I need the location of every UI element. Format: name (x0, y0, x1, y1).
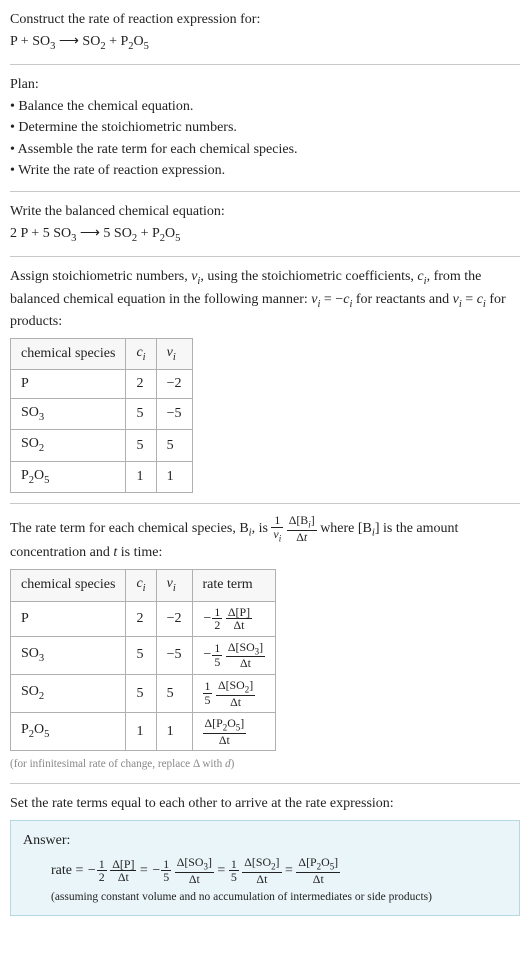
answer-label: Answer: (23, 831, 507, 851)
divider (10, 503, 520, 504)
rate-term-table: chemical species ci νi rate term P 2 −2 … (10, 569, 276, 751)
col-species: chemical species (11, 338, 126, 369)
table-row: SO3 5 −5 (11, 398, 193, 429)
plan-item: • Balance the chemical equation. (10, 97, 520, 117)
table-row: P2O5 1 1 (11, 461, 193, 492)
divider (10, 256, 520, 257)
prompt-line: Construct the rate of reaction expressio… (10, 10, 520, 30)
species-P2O5: P2O5 (120, 34, 148, 49)
balanced-equation: 2 P + 5 SO3 ⟶ 5 SO2 + P2O5 (10, 224, 520, 246)
rate-expression: rate = −12 Δ[P]Δt = −15 Δ[SO3]Δt = 15 Δ[… (23, 856, 507, 885)
rate-term-prose: The rate term for each chemical species,… (10, 514, 520, 563)
col-ci: ci (126, 338, 156, 369)
answer-box: Answer: rate = −12 Δ[P]Δt = −15 Δ[SO3]Δt… (10, 820, 520, 917)
stoichiometry-table: chemical species ci νi P 2 −2 SO3 5 −5 S… (10, 338, 193, 494)
final-prompt: Set the rate terms equal to each other t… (10, 794, 520, 814)
col-ci: ci (126, 570, 156, 601)
plan-item: • Assemble the rate term for each chemic… (10, 140, 520, 160)
species-SO2: SO2 (82, 34, 105, 49)
table-row: SO2 5 5 15 Δ[SO2]Δt (11, 674, 276, 712)
delta-frac: Δ[Bi]Δt (287, 514, 317, 543)
col-species: chemical species (11, 570, 126, 601)
unbalanced-equation: P + SO3 ⟶ SO2 + P2O5 (10, 32, 520, 54)
plan-item: • Write the rate of reaction expression. (10, 161, 520, 181)
infinitesimal-note: (for infinitesimal rate of change, repla… (10, 757, 520, 773)
col-nui: νi (156, 338, 192, 369)
col-rate-term: rate term (192, 570, 276, 601)
answer-assumption: (assuming constant volume and no accumul… (23, 889, 507, 905)
table-row: SO3 5 −5 −15 Δ[SO3]Δt (11, 636, 276, 674)
plan-title: Plan: (10, 75, 520, 95)
divider (10, 783, 520, 784)
species-SO3: SO3 (32, 34, 55, 49)
table-row: P 2 −2 (11, 370, 193, 399)
col-nui: νi (156, 570, 192, 601)
divider (10, 191, 520, 192)
balanced-title: Write the balanced chemical equation: (10, 202, 520, 222)
table-row: P 2 −2 −12 Δ[P]Δt (11, 601, 276, 636)
table-row: SO2 5 5 (11, 430, 193, 461)
divider (10, 64, 520, 65)
table-row: P2O5 1 1 Δ[P2O5]Δt (11, 713, 276, 751)
plan-item: • Determine the stoichiometric numbers. (10, 118, 520, 138)
assign-prose: Assign stoichiometric numbers, νi, using… (10, 267, 520, 332)
coef-frac: 1νi (271, 514, 283, 543)
